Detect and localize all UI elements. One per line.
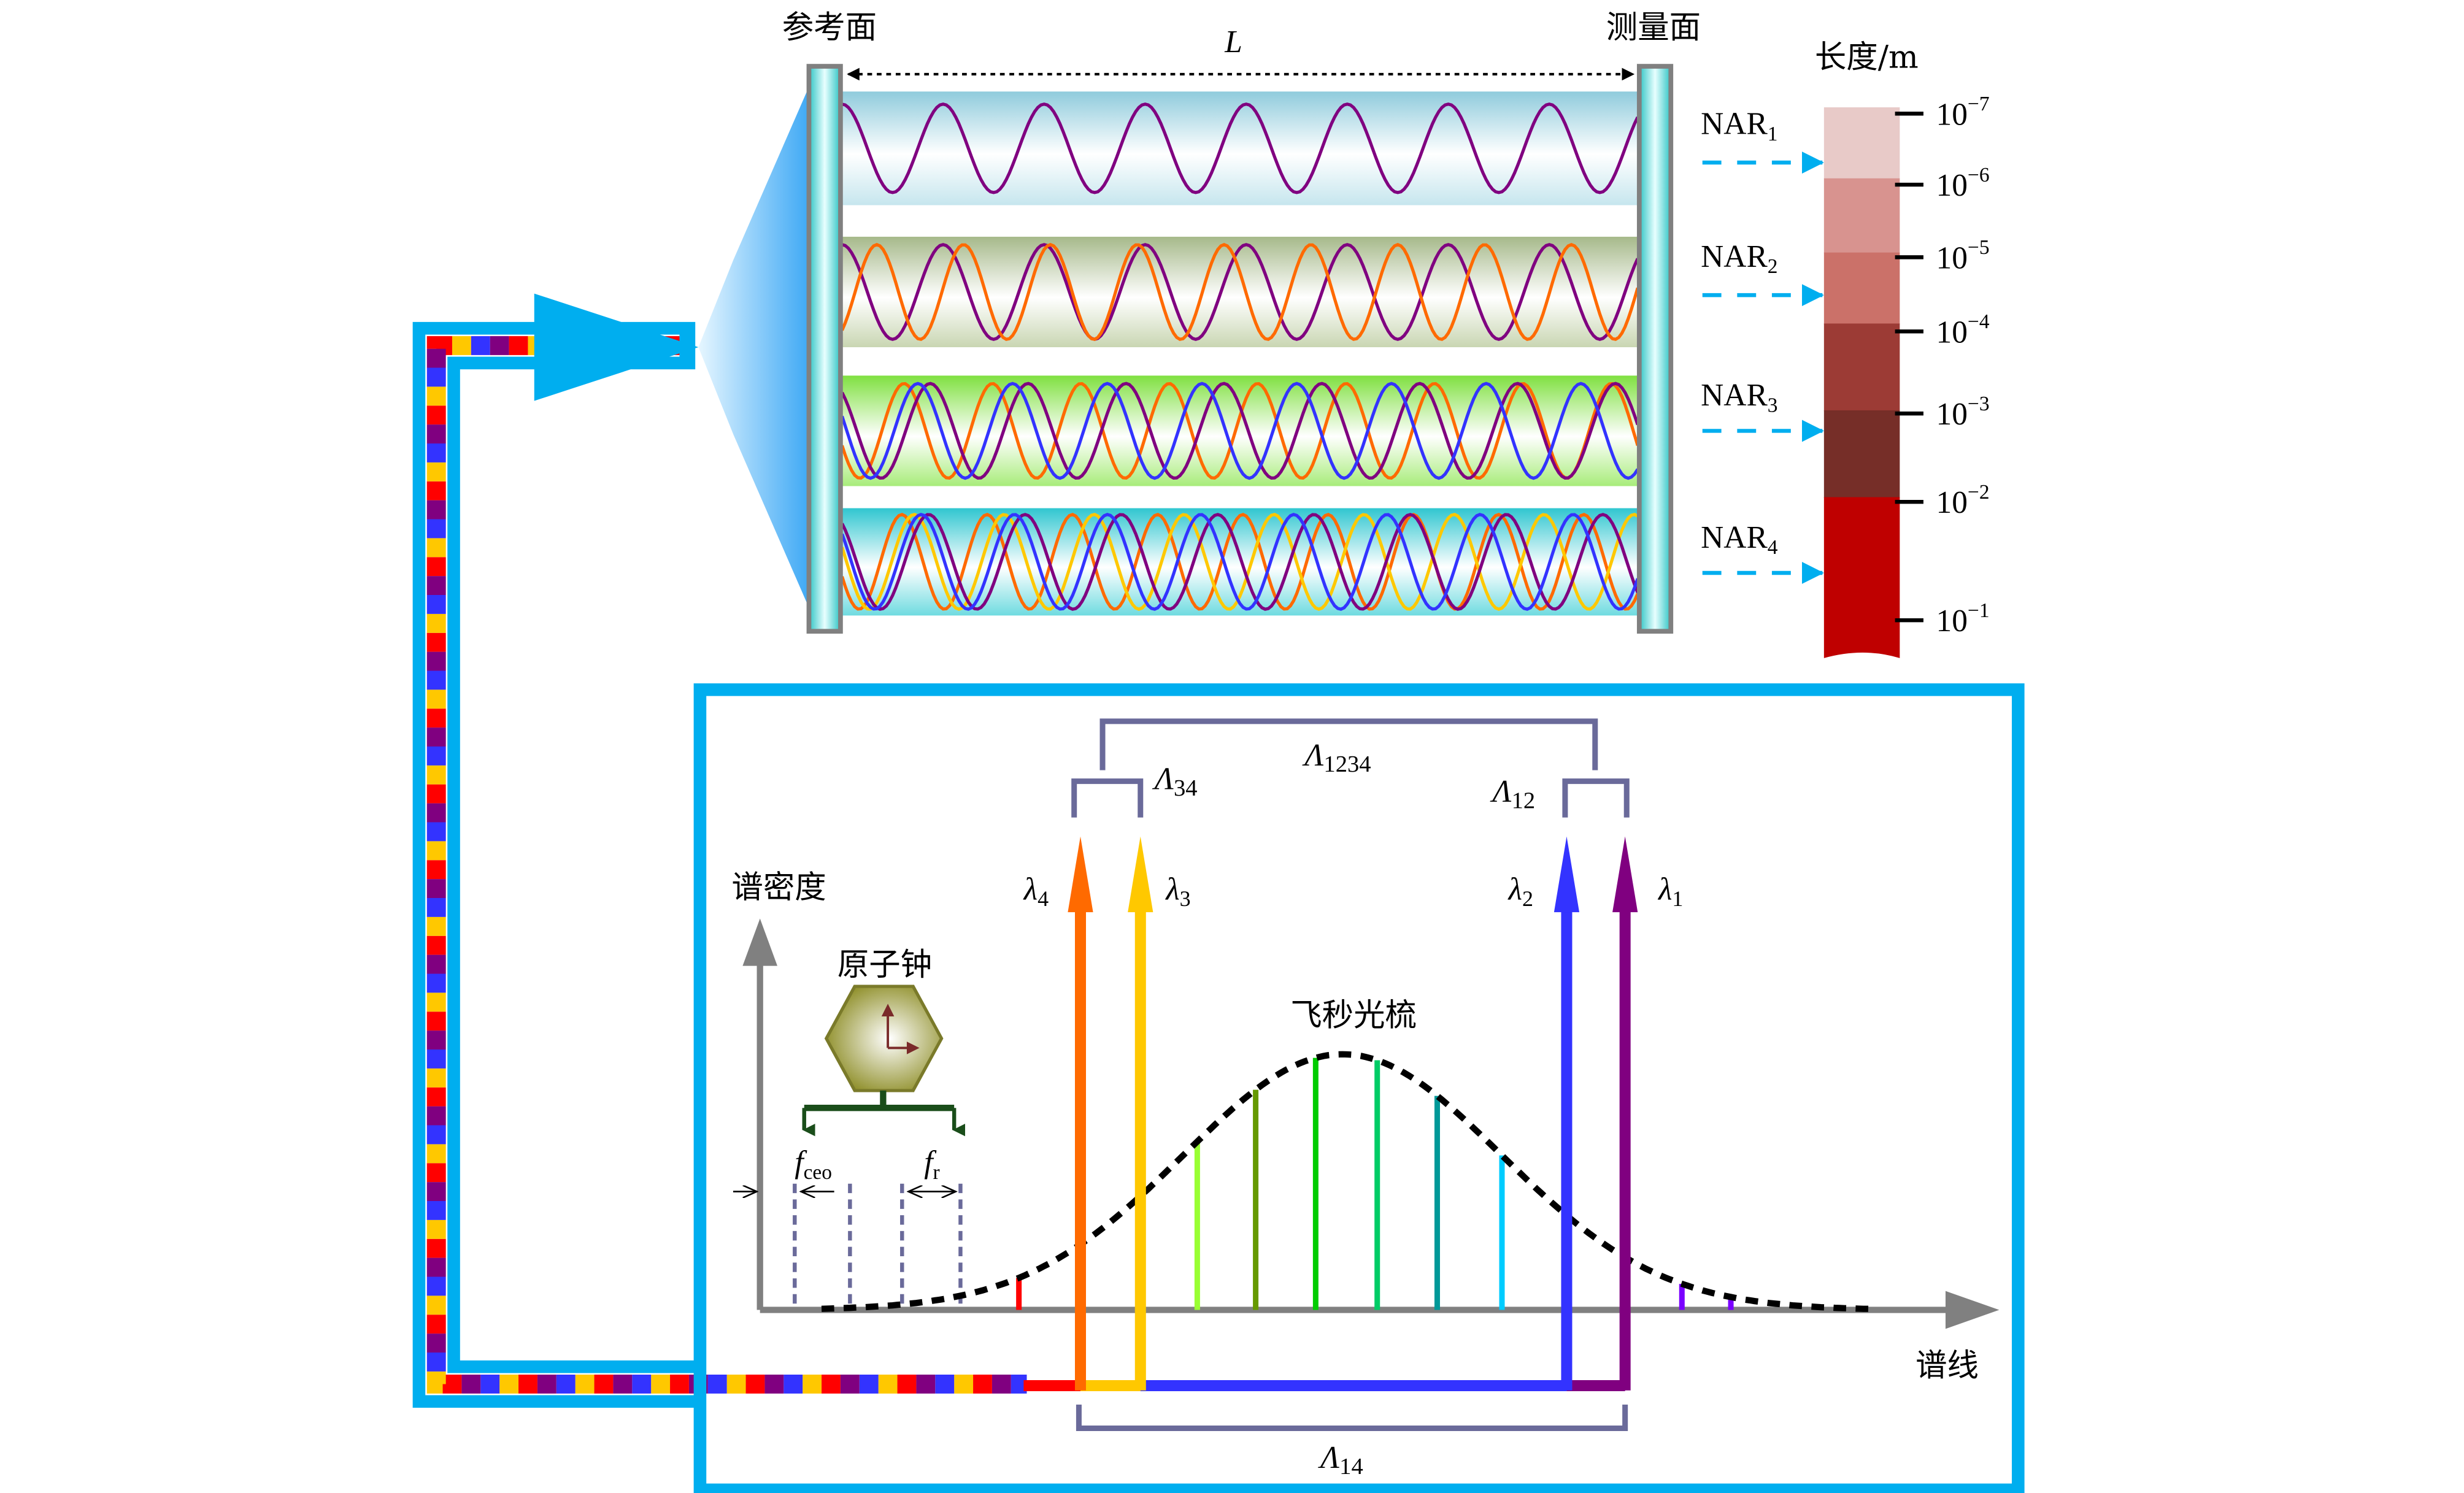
wave-nar3 (841, 382, 1639, 480)
scale-tick-label: 10−6 (1936, 164, 1990, 203)
optical-fiber (412, 293, 1027, 1408)
scale-tick-label: 10−5 (1936, 236, 1990, 275)
nar-label: NAR3 (1701, 378, 1777, 416)
wave-nar1 (841, 102, 1639, 194)
comb-envelope (821, 1051, 1873, 1313)
scale-segment (1823, 410, 1900, 498)
clock-bracket (804, 1090, 955, 1111)
y-axis-label: 谱密度 (731, 869, 826, 906)
wavelength-arrow-icon (1068, 836, 1093, 913)
fiber-stripe-blue (426, 336, 1027, 1394)
wavelength-arrow-icon (1128, 836, 1153, 913)
measurement-plane-label: 测量面 (1606, 9, 1701, 46)
spectrum: 谱密度 谱线 原子钟 fceo fr 飞秒光梳 λ4 λ3 λ2 λ1 (731, 718, 2000, 1480)
scale-tick-label: 10−2 (1936, 481, 1990, 520)
length-label: L (1224, 25, 1242, 59)
wave-nar3 (841, 382, 1639, 480)
bracket-12 (1562, 778, 1630, 818)
lambda-1234-label: Λ1234 (1302, 738, 1371, 777)
waves (841, 102, 1639, 611)
scale-tick-label: 10−4 (1936, 310, 1990, 350)
fiber-core-bg (425, 334, 1027, 1395)
nar-label: NAR4 (1701, 520, 1778, 559)
scale-segment (1823, 252, 1900, 324)
measurement-mirror (1636, 64, 1674, 634)
wave-nar4 (841, 512, 1639, 611)
scale-segment (1823, 497, 1900, 658)
fiber-arrowhead-icon (534, 293, 699, 401)
scale-segment (1823, 323, 1900, 412)
bracket-1234 (1099, 718, 1598, 770)
wavelength-label: λ1 (1657, 872, 1683, 911)
bracket-14 (1076, 1404, 1628, 1432)
nar-label: NAR1 (1701, 107, 1777, 145)
x-axis-arrow-icon (1945, 1291, 2000, 1329)
atomic-clock: 原子钟 (802, 946, 966, 1137)
scale-segment (1823, 107, 1900, 180)
nar-label: NAR2 (1701, 239, 1777, 278)
length-scale-bar: 长度/m 10−710−610−510−410−310−210−1 NAR1NA… (1701, 39, 1990, 658)
scale-tick-label: 10−7 (1936, 93, 1990, 132)
scale-segments (1823, 107, 1900, 658)
fceo-label: fceo (795, 1145, 832, 1184)
fiber-stripe-yellow (426, 336, 1027, 1394)
wave-nar4 (841, 513, 1639, 611)
synthetic-wavelengths (1071, 718, 1630, 1432)
wavelength-arrow-icon (1553, 836, 1580, 913)
clock-icon (824, 984, 944, 1092)
wave-nar2 (841, 243, 1639, 341)
scale-segment (1823, 178, 1900, 253)
fiber-stripe-purple (426, 336, 1027, 1394)
cavity: 参考面 测量面 L (698, 9, 1701, 634)
scale-title: 长度/m (1815, 39, 1919, 76)
reference-plane-label: 参考面 (782, 9, 877, 46)
lambda-12-label: Λ12 (1490, 774, 1536, 813)
reference-mirror (806, 64, 843, 634)
fr-label: fr (924, 1145, 939, 1184)
lambda-14-label: Λ14 (1318, 1440, 1363, 1480)
comb-parameters: fceo fr (733, 1145, 963, 1310)
scale-ticks: 10−7 10−6 10−5 10−4 10−3 10−2 10−1 (1895, 93, 1990, 639)
wavelength-label: λ4 (1023, 872, 1049, 911)
fiber-sheath (412, 321, 705, 1408)
clock-hand-tips-icon (881, 1004, 920, 1054)
y-axis-arrow-icon (742, 918, 777, 966)
selected-wavelengths: λ4 λ3 λ2 λ1 (1023, 836, 1683, 1392)
bracket-34 (1071, 778, 1144, 818)
lambda-34-label: Λ34 (1152, 761, 1198, 800)
x-axis-label: 谱线 (1915, 1348, 1979, 1384)
beam-expander-cone (698, 86, 809, 608)
wave-nar4 (841, 513, 1639, 611)
scale-tick-label: 10−3 (1936, 393, 1990, 432)
fiber-stripe-red (426, 336, 1027, 1394)
wavelength-label: λ2 (1507, 872, 1533, 911)
clock-label: 原子钟 (837, 946, 932, 983)
wavelength-arrow-icon (1612, 836, 1638, 913)
comb-label: 飞秒光梳 (1290, 997, 1417, 1034)
scale-tick-label: 10−1 (1936, 599, 1990, 639)
spectrum-panel (693, 683, 2025, 1493)
wavelength-label: λ3 (1165, 872, 1190, 911)
wave-nar2 (841, 243, 1639, 341)
wave-nar4 (841, 513, 1639, 611)
nar-labels: NAR1 NAR2 NAR3 NAR4 (1701, 107, 1824, 584)
comb-lines (1016, 1057, 1734, 1310)
